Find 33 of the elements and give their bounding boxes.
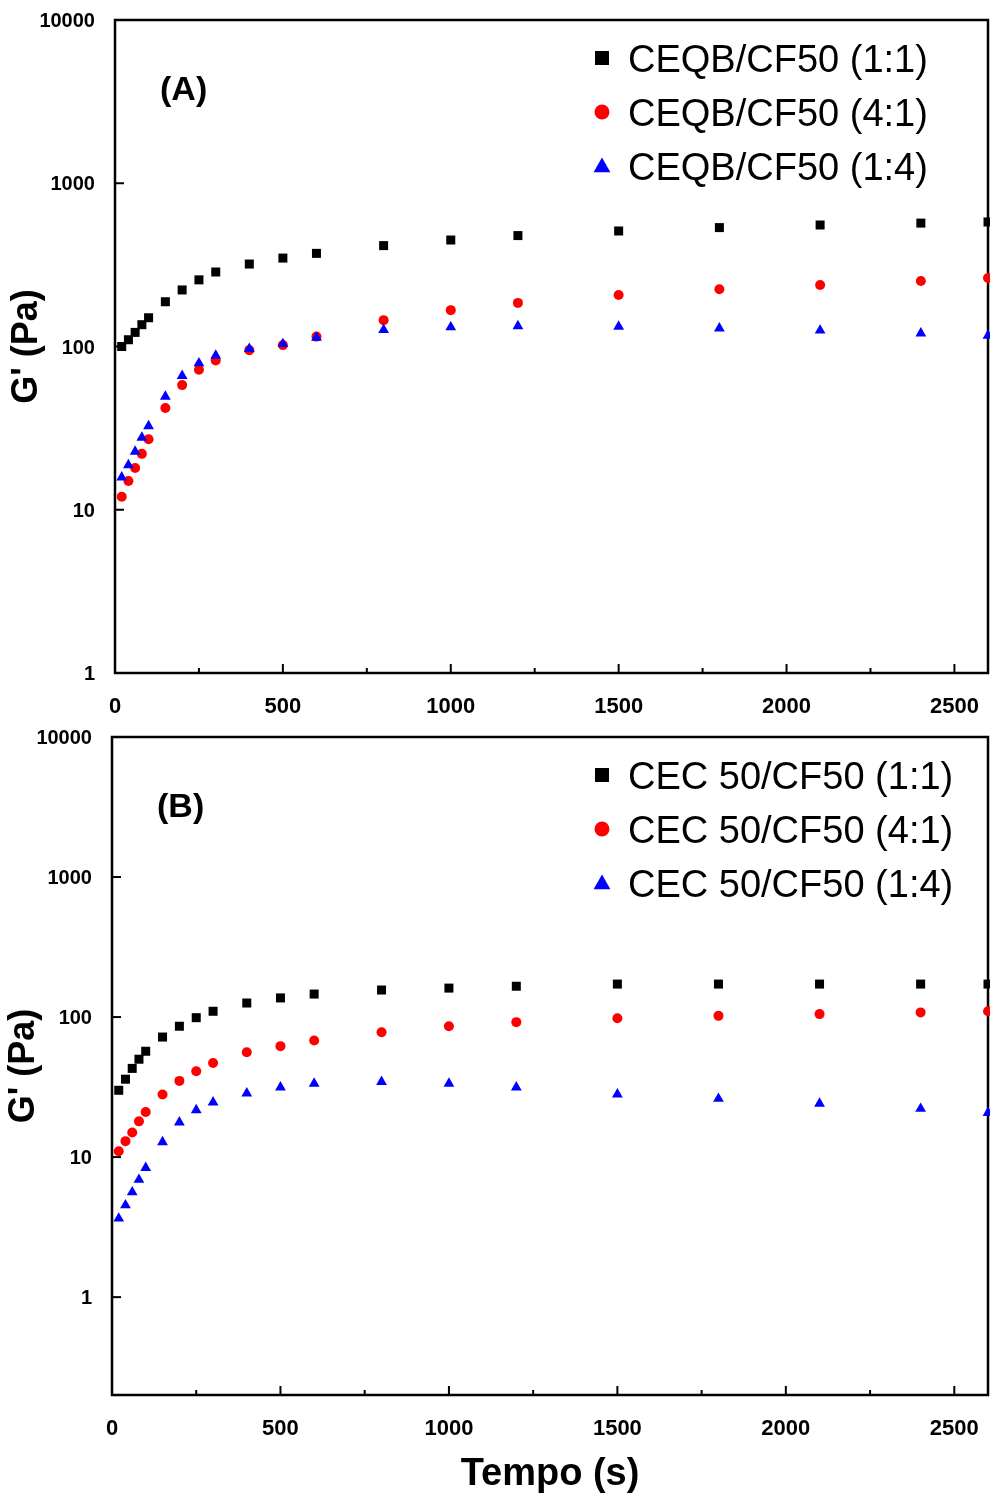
legend-label: CEQB/CF50 (4:1)	[628, 92, 928, 134]
y-tick-label: 1000	[50, 172, 95, 195]
y-tick-label: 10	[72, 498, 95, 521]
x-tick-label: 500	[264, 693, 302, 718]
x-tick-label: 2000	[761, 1415, 811, 1440]
x-tick-label: 500	[262, 1415, 299, 1440]
annotation: (A)	[160, 69, 208, 107]
y-tick-label: 1	[83, 662, 95, 684]
legend-label: CEC 50/CF50 (4:1)	[628, 809, 954, 851]
y-tick-label: 100	[58, 1006, 92, 1029]
y-tick-label: 10000	[36, 726, 92, 748]
y-tick-label: 1	[80, 1286, 92, 1309]
x-tick-label: 1000	[424, 1415, 474, 1440]
x-tick-label: 0	[105, 1415, 119, 1440]
y-tick-label: 100	[61, 335, 95, 358]
x-tick-label: 2500	[929, 1415, 979, 1440]
legend-label: CEC 50/CF50 (1:1)	[628, 755, 954, 797]
legend-label: CEC 50/CF50 (1:4)	[628, 863, 954, 905]
annotation: (B)	[157, 786, 205, 824]
legend-label: CEQB/CF50 (1:4)	[628, 146, 928, 188]
x-tick-label: 1500	[592, 1415, 642, 1440]
x-tick-label: 2000	[762, 693, 812, 718]
x-axis-title: Tempo (s)	[460, 1451, 640, 1493]
x-tick-label: 2500	[929, 693, 979, 718]
x-tick-label: 1500	[594, 693, 644, 718]
y-axis-title: G' (Pa)	[4, 289, 45, 404]
y-tick-label: 10000	[39, 9, 95, 31]
y-axis-title: G' (Pa)	[1, 1008, 42, 1124]
x-tick-label: 1000	[426, 693, 476, 718]
y-tick-label: 10	[69, 1146, 92, 1169]
legend-label: CEQB/CF50 (1:1)	[628, 38, 928, 80]
y-tick-label: 1000	[47, 866, 92, 889]
x-tick-label: 0	[108, 693, 122, 718]
